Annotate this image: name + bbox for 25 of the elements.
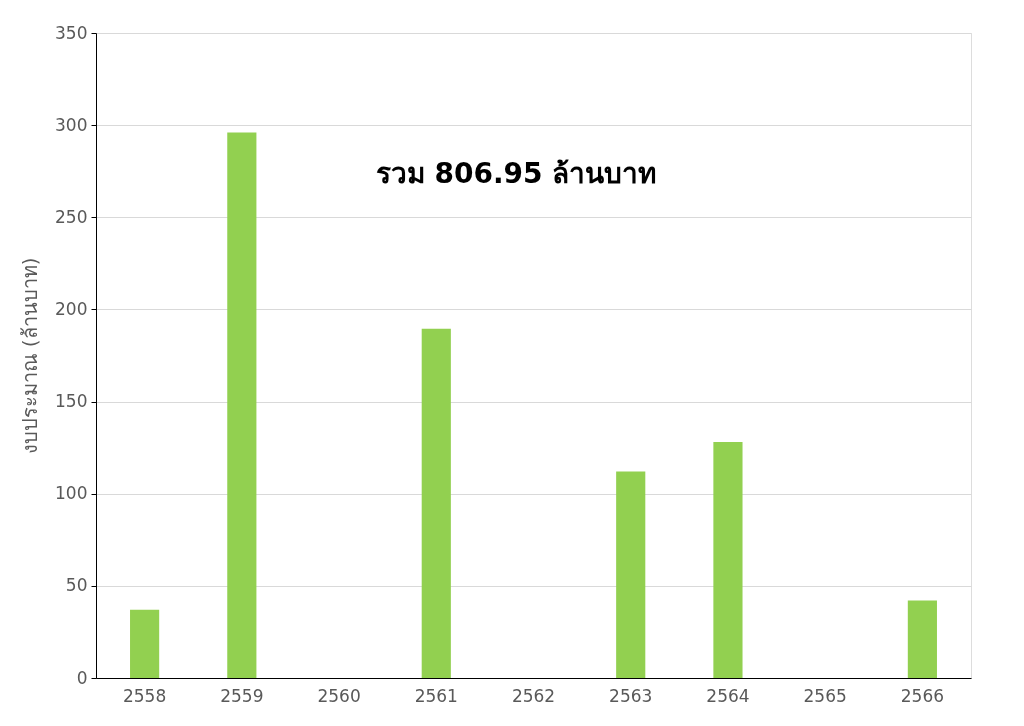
bar	[713, 442, 743, 678]
bar	[227, 132, 257, 678]
x-tick-label: 2561	[414, 685, 458, 706]
x-tick-label: 2558	[122, 685, 167, 706]
bar	[130, 609, 160, 678]
bar	[421, 328, 451, 678]
bar	[616, 471, 646, 678]
x-tick-label: 2566	[900, 685, 945, 706]
x-tick-label: 2563	[609, 685, 653, 706]
y-tick-label: 150	[55, 391, 88, 412]
x-tick-label: 2560	[317, 685, 361, 706]
y-tick-label: 250	[55, 206, 88, 227]
y-tick-label: 100	[55, 483, 88, 504]
y-tick-label: 50	[65, 575, 88, 596]
y-tick-label: 300	[55, 114, 88, 135]
y-tick-label: 0	[76, 667, 88, 688]
y-tick-label: 200	[55, 298, 88, 319]
y-tick-label: 350	[55, 22, 88, 43]
x-tick-label: 2562	[511, 685, 556, 706]
bar	[907, 600, 937, 678]
x-tick-label: 2565	[803, 685, 847, 706]
annotation: รวม 806.95 ล้านบาท	[375, 156, 657, 190]
x-tick-label: 2564	[706, 685, 750, 706]
y-axis-title: งบประมาณ (ล้านบาท)	[18, 257, 43, 455]
x-tick-label: 2559	[220, 685, 264, 706]
